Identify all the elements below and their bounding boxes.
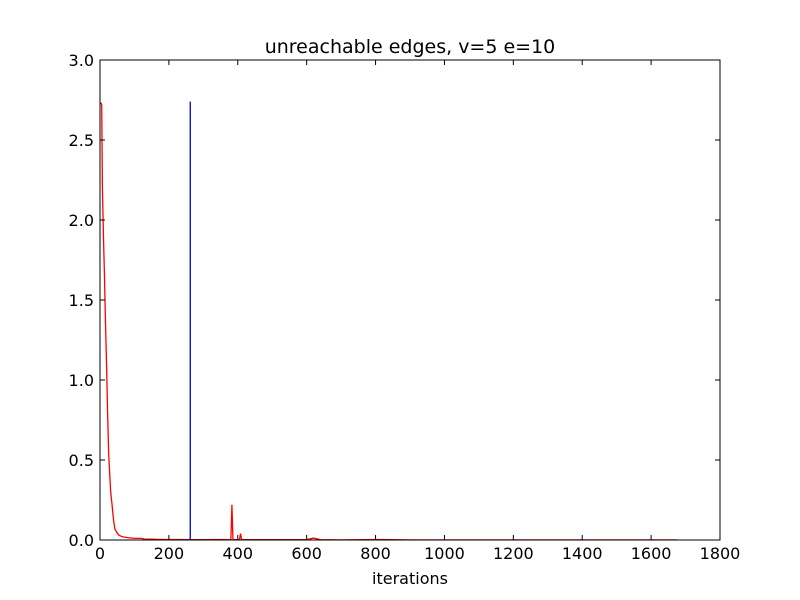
x-tick-label: 600	[291, 544, 322, 563]
x-tick-label: 1000	[424, 544, 465, 563]
x-axis: 0 200 400 600 800 1000 1200 1400 1600 1800	[95, 60, 740, 563]
series-line-1	[100, 102, 677, 541]
x-tick-label: 1600	[631, 544, 672, 563]
x-axis-label: iterations	[372, 569, 448, 588]
x-tick-label: 1200	[493, 544, 534, 563]
y-tick-label: 1.5	[69, 291, 94, 310]
y-tick-label: 0.0	[69, 531, 94, 550]
y-tick-label: 3.0	[69, 51, 94, 70]
chart-title: unreachable edges, v=5 e=10	[265, 36, 556, 58]
x-tick-label: 400	[223, 544, 254, 563]
y-axis: 0.0 0.5 1.0 1.5 2.0 2.5 3.0	[69, 51, 720, 550]
x-tick-label: 1800	[700, 544, 741, 563]
plot-frame	[99, 59, 721, 541]
x-tick-label: 800	[360, 544, 391, 563]
y-tick-label: 2.5	[69, 131, 94, 150]
y-tick-label: 0.5	[69, 451, 94, 470]
y-tick-label: 1.0	[69, 371, 94, 390]
series-layer	[100, 101, 677, 541]
x-tick-label: 200	[154, 544, 185, 563]
x-tick-label: 0	[95, 544, 105, 563]
y-tick-label: 2.0	[69, 211, 94, 230]
x-tick-label: 1400	[562, 544, 603, 563]
